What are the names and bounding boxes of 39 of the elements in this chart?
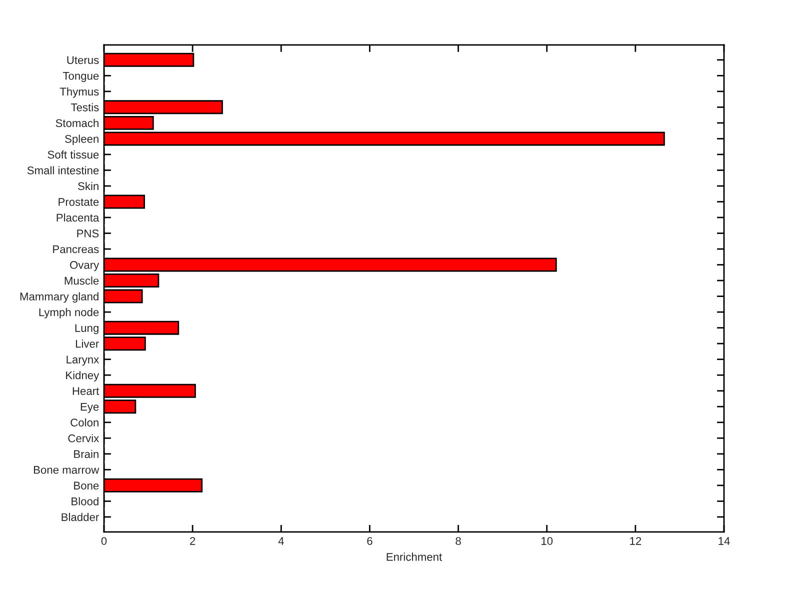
- y-tick-label: Mammary gland: [20, 292, 98, 303]
- y-tick-label: Skin: [78, 182, 98, 190]
- y-tick-label: Bladder: [62, 512, 99, 522]
- y-tick-label: Testis: [70, 103, 99, 112]
- y-tick-label: Tongue: [62, 72, 99, 82]
- y-tick-label: Placenta: [56, 213, 100, 222]
- y-tick-label: Muscle: [64, 276, 99, 285]
- y-tick-label: Bone marrow: [34, 466, 100, 474]
- x-tick-label: 10: [542, 537, 553, 545]
- y-tick-label: Cervix: [68, 434, 100, 442]
- y-tick-label: Lung: [75, 324, 98, 334]
- y-tick-label: Prostate: [58, 198, 99, 206]
- y-tick-label: Brain: [74, 450, 98, 458]
- y-tick-label: Small intestine: [27, 166, 99, 174]
- x-tick-label: 0: [101, 537, 107, 545]
- y-tick-label: Colon: [70, 418, 98, 427]
- y-tick-label: Ovary: [70, 261, 100, 272]
- x-tick-label: 14: [718, 537, 730, 545]
- y-tick-label: Lymph node: [39, 308, 99, 318]
- y-tick-label: Stomach: [56, 118, 98, 128]
- x-tick-label: 6: [367, 537, 372, 545]
- y-tick-label: Pancreas: [53, 245, 99, 254]
- y-tick-label: Liver: [76, 340, 99, 348]
- y-tick-label: Kidney: [66, 371, 100, 382]
- y-tick-label: Spleen: [65, 134, 98, 146]
- x-tick-label: 12: [630, 537, 642, 545]
- x-tick-label: 8: [456, 537, 461, 545]
- x-tick-label: 2: [190, 537, 196, 545]
- y-tick-label: Eye: [80, 403, 99, 413]
- y-tick-label: Uterus: [67, 56, 99, 64]
- y-tick-label: Blood: [72, 497, 98, 506]
- y-tick-label: PNS: [77, 230, 99, 238]
- y-tick-label: Thymus: [60, 87, 99, 98]
- y-tick-label: Heart: [72, 387, 100, 395]
- y-tick-label: Larynx: [66, 356, 100, 366]
- x-tick-label: 4: [278, 537, 284, 545]
- y-tick-label: Bone: [74, 482, 99, 490]
- y-tick-label: Soft tissue: [48, 150, 99, 159]
- x-axis-title: Enrichment: [386, 552, 442, 561]
